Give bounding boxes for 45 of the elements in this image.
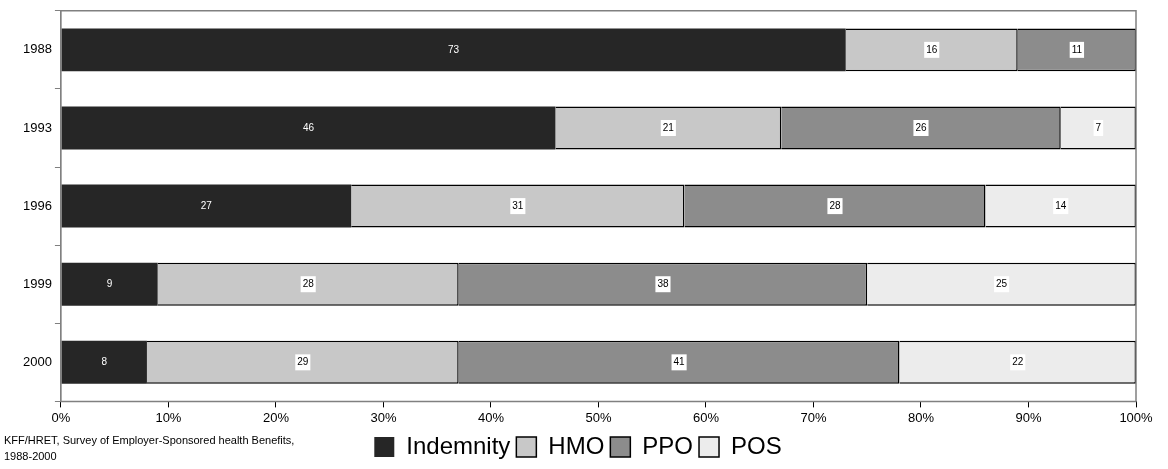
x-tick-label: 50% (585, 409, 612, 425)
x-tick-label: 10% (155, 409, 182, 425)
data-label: 11 (1071, 43, 1083, 55)
data-label: 29 (297, 356, 309, 368)
data-label: 8 (101, 356, 108, 368)
data-label: 41 (673, 356, 686, 368)
x-tick-label: 30% (370, 409, 397, 425)
bar (61, 106, 556, 150)
bar (61, 262, 158, 306)
data-label: 46 (302, 121, 315, 133)
x-tick-label: 80% (907, 409, 935, 425)
data-label: 73 (448, 43, 460, 55)
data-label: 16 (926, 43, 938, 55)
data-label: 22 (1012, 356, 1024, 368)
data-label: 27 (200, 199, 213, 211)
bar (61, 340, 147, 384)
bar (61, 184, 352, 228)
x-tick-label: 20% (262, 409, 290, 425)
data-label: 31 (512, 199, 524, 211)
bar (61, 28, 846, 72)
x-tick-label: 60% (692, 409, 720, 425)
data-label: 28 (302, 277, 315, 289)
y-tick-label: 1988 (23, 41, 52, 57)
legend-label: PPO (642, 431, 694, 459)
y-tick-label: 1993 (23, 119, 52, 135)
legend-label: HMO (548, 431, 605, 459)
data-label: 14 (1055, 199, 1067, 211)
data-label: 9 (106, 277, 113, 289)
data-label: 26 (915, 121, 927, 133)
y-tick-label: 1996 (23, 197, 52, 213)
x-tick-label: 0% (51, 409, 71, 425)
data-label: 38 (657, 277, 669, 289)
x-tick-label: 40% (477, 409, 505, 425)
text: KFF/HRET, Survey of Employer-Sponsored health Benefits, 1988-2000 (4, 433, 296, 464)
data-label: 21 (662, 121, 675, 133)
data-label: 25 (996, 277, 1008, 289)
legend-label: POS (731, 431, 782, 459)
x-tick-label: 90% (1015, 409, 1042, 425)
data-label: 7 (1095, 121, 1102, 133)
x-tick-label: 100% (1119, 409, 1154, 425)
x-tick-label: 70% (800, 409, 827, 425)
legend-label: Indemnity (406, 431, 511, 459)
data-label: 28 (829, 199, 841, 211)
y-tick-label: 2000 (23, 353, 52, 369)
y-tick-label: 1999 (23, 275, 52, 291)
